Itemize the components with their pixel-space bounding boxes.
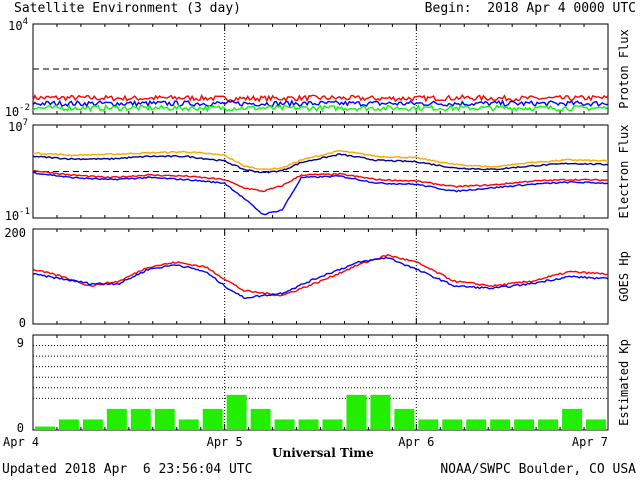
kp-bar — [514, 419, 535, 430]
electron-ytick-top: 107 — [8, 118, 28, 134]
kp-bar — [322, 419, 343, 430]
kp-bar — [130, 408, 151, 430]
panel-frame-2 — [32, 124, 609, 219]
kp-bar — [202, 408, 223, 430]
begin-time: Begin: 2018 Apr 4 0000 UTC — [424, 1, 636, 16]
kp-bar — [298, 419, 319, 430]
kp-bar — [58, 419, 79, 430]
kp-ytick-top: 9 — [17, 336, 24, 350]
hp-series-red — [32, 254, 609, 297]
y-axis-label-4: Estimated Kp — [617, 339, 631, 426]
electron-series-red — [32, 169, 609, 193]
kp-bar — [442, 419, 463, 430]
hp-ytick-bottom: 0 — [19, 316, 26, 330]
electron-series-orange — [33, 150, 609, 171]
x-tick-label: Apr 7 — [572, 435, 608, 449]
source-credit: NOAA/SWPC Boulder, CO USA — [440, 462, 636, 477]
plot-title: Satellite Environment (3 day) — [14, 1, 241, 16]
kp-bar — [154, 408, 175, 430]
hp-ytick-top: 200 — [4, 226, 26, 240]
x-tick-label: Apr 6 — [398, 435, 434, 449]
proton-series-blue — [32, 99, 609, 108]
y-axis-label-2: Electron Flux — [617, 125, 631, 219]
electron-ytick-bottom: 10-1 — [5, 207, 30, 223]
kp-ytick-bottom: 0 — [17, 421, 24, 435]
kp-bar — [370, 394, 391, 430]
kp-bar — [178, 419, 199, 430]
proton-series-green — [32, 103, 609, 113]
x-tick-label: Apr 5 — [207, 435, 243, 449]
kp-bar — [106, 408, 127, 430]
proton-ytick-bottom: 10-2 — [5, 103, 30, 119]
kp-bar — [35, 426, 55, 430]
electron-series-navy — [32, 153, 609, 174]
panel-frame-1 — [32, 23, 609, 115]
kp-bar — [418, 419, 439, 430]
x-axis-label: Universal Time — [272, 446, 374, 460]
updated-timestamp: Updated 2018 Apr 6 23:56:04 UTC — [2, 462, 253, 477]
kp-bar — [250, 408, 271, 430]
kp-bar — [586, 419, 606, 430]
kp-bar — [394, 408, 415, 430]
kp-bar — [346, 394, 367, 430]
kp-bar — [274, 419, 295, 430]
kp-bar — [82, 419, 103, 430]
kp-bar — [490, 419, 511, 430]
x-tick-label: Apr 4 — [3, 435, 39, 449]
hp-series-blue — [32, 256, 609, 300]
kp-bar — [466, 419, 487, 430]
electron-series-blue — [32, 171, 609, 216]
y-axis-label-1: Proton Flux — [617, 29, 631, 108]
y-axis-label-3: GOES Hp — [617, 251, 631, 302]
kp-bar — [538, 419, 559, 430]
proton-series-red — [32, 93, 609, 103]
kp-bar — [226, 394, 247, 430]
proton-ytick-top: 104 — [8, 17, 28, 33]
kp-bar — [562, 408, 583, 430]
